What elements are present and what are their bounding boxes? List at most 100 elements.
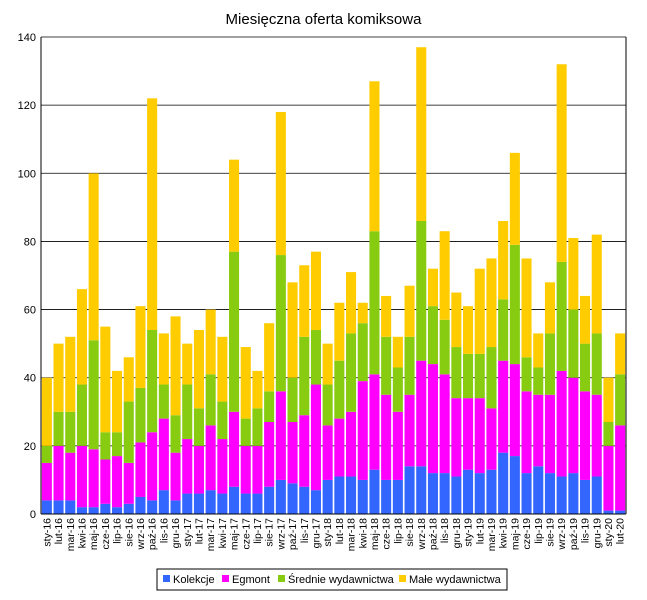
- x-tick-label: lis-17: [299, 518, 311, 543]
- bar-segment: [533, 466, 544, 514]
- bar-segment: [486, 347, 497, 409]
- legend-swatch: [163, 575, 170, 582]
- bar-segment: [100, 503, 111, 514]
- bar-segment: [287, 483, 298, 514]
- bar-segment: [498, 299, 509, 361]
- x-tick-label: kwi-17: [217, 518, 229, 549]
- bar-segment: [615, 374, 626, 426]
- legend-swatch: [222, 575, 229, 582]
- bar-segment: [147, 500, 158, 514]
- x-tick-label: maj-17: [229, 518, 241, 550]
- bar-segment: [229, 411, 240, 487]
- x-tick-label: maj-16: [88, 518, 100, 550]
- bar-segment: [427, 473, 438, 514]
- chart-title: Miesięczna oferta komiksowa: [226, 11, 423, 28]
- bar-segment: [287, 377, 298, 423]
- bar-segment: [439, 473, 450, 514]
- bar-segment: [580, 479, 591, 514]
- bar-segment: [427, 306, 438, 365]
- x-tick-label: sty-17: [182, 518, 194, 547]
- bar-segment: [369, 81, 380, 232]
- bar-segment: [287, 422, 298, 484]
- bar-segment: [205, 490, 216, 514]
- bar-segment: [334, 418, 345, 477]
- x-tick-label: kwi-18: [357, 518, 369, 549]
- x-tick-label: sie-18: [404, 518, 416, 547]
- bar-segment: [509, 364, 520, 457]
- bar-segment: [392, 336, 403, 368]
- y-tick-label: 120: [18, 100, 36, 112]
- x-tick-label: lut-18: [334, 518, 346, 544]
- bar-segment: [112, 456, 123, 508]
- y-tick-label: 80: [24, 236, 36, 248]
- bar-segment: [41, 445, 52, 463]
- x-tick-label: mar-16: [65, 518, 77, 551]
- bar-segment: [135, 442, 146, 497]
- x-tick-label: paź-16: [147, 518, 159, 550]
- bar-segment: [322, 479, 333, 514]
- bar-segment: [463, 353, 474, 399]
- x-tick-label: sty-18: [322, 518, 334, 547]
- bar-segment: [65, 500, 76, 514]
- x-tick-label: lip-19: [533, 518, 545, 544]
- bar-segment: [544, 333, 555, 395]
- bar-segment: [322, 343, 333, 385]
- bar-segment: [334, 302, 345, 361]
- bar-segment: [521, 357, 532, 392]
- bar-segment: [252, 493, 263, 514]
- bar-segment: [334, 476, 345, 514]
- bar-segment: [509, 244, 520, 365]
- bar-segment: [591, 333, 602, 395]
- legend-swatch: [278, 575, 285, 582]
- bar-segment: [310, 490, 321, 514]
- bar-segment: [439, 319, 450, 375]
- bar-segment: [498, 452, 509, 514]
- bar-segment: [603, 510, 614, 514]
- x-tick-label: gru-16: [170, 518, 182, 549]
- y-tick-label: 140: [18, 32, 36, 44]
- bar-segment: [205, 425, 216, 491]
- bar-segment: [463, 469, 474, 514]
- x-tick-label: wrz-19: [556, 518, 568, 551]
- legend-label: Egmont: [232, 574, 270, 586]
- bar-segment: [416, 47, 427, 221]
- bar-segment: [404, 285, 415, 337]
- bar-segment: [264, 391, 275, 423]
- bar-segment: [275, 479, 286, 514]
- x-tick-label: wrz-16: [135, 518, 147, 551]
- bar-segment: [112, 370, 123, 433]
- x-tick-label: mar-19: [486, 518, 498, 551]
- bar-segment: [205, 309, 216, 375]
- bar-segment: [474, 353, 485, 399]
- bar-segment: [217, 493, 228, 514]
- bar-segment: [439, 231, 450, 320]
- bar-segment: [486, 408, 497, 470]
- x-tick-label: maj-19: [509, 518, 521, 550]
- bar-segment: [76, 445, 87, 508]
- bar-segment: [498, 220, 509, 300]
- bar-segment: [182, 384, 193, 440]
- bar-segment: [100, 432, 111, 460]
- bar-segment: [346, 272, 357, 334]
- bar-segment: [41, 500, 52, 514]
- x-tick-label: mar-18: [346, 518, 358, 551]
- bar-segment: [474, 268, 485, 354]
- x-tick-label: sty-19: [463, 518, 475, 547]
- bar-segment: [170, 500, 181, 514]
- bar-segment: [346, 333, 357, 412]
- bar-segment: [275, 255, 286, 392]
- bar-segment: [346, 411, 357, 477]
- x-tick-label: lut-20: [615, 518, 627, 544]
- bar-segment: [603, 445, 614, 511]
- bar-segment: [346, 476, 357, 514]
- bar-segment: [568, 377, 579, 474]
- bar-segment: [170, 316, 181, 416]
- bar-segment: [533, 394, 544, 467]
- x-tick-label: gru-19: [591, 518, 603, 549]
- bar-segment: [381, 479, 392, 514]
- bar-segment: [451, 476, 462, 514]
- x-tick-label: paź-18: [427, 518, 439, 550]
- x-tick-label: gru-18: [451, 518, 463, 549]
